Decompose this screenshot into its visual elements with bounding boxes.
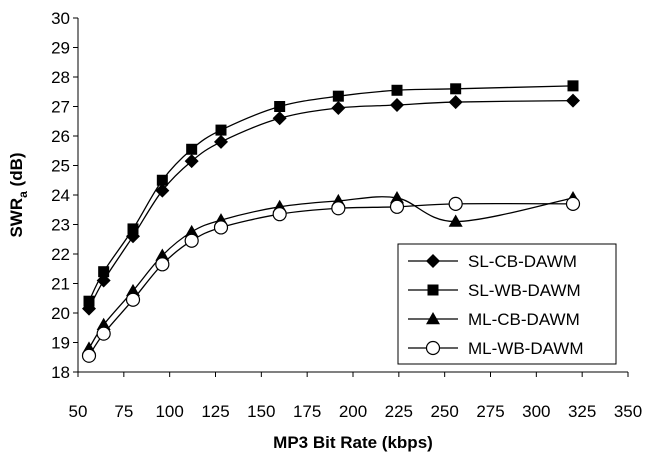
y-tick-label: 26 bbox=[51, 127, 70, 146]
data-point-ml-wb-dawm bbox=[213, 220, 229, 235]
x-tick-label: 300 bbox=[522, 402, 550, 421]
data-point-ml-wb-dawm bbox=[565, 196, 581, 211]
triangle-marker-icon bbox=[426, 312, 440, 325]
legend-item: SL-CB-DAWM bbox=[408, 252, 577, 271]
y-tick-label: 20 bbox=[51, 304, 70, 323]
legend-label: SL-CB-DAWM bbox=[468, 252, 577, 271]
data-point-ml-wb-dawm bbox=[389, 199, 405, 214]
data-point-sl-wb-dawm bbox=[98, 266, 110, 278]
data-point-ml-wb-dawm bbox=[155, 257, 170, 272]
x-tick-label: 200 bbox=[339, 402, 367, 421]
data-point-sl-wb-dawm bbox=[186, 143, 198, 155]
legend-label: ML-CB-DAWM bbox=[468, 310, 580, 329]
data-point-sl-wb-dawm bbox=[83, 295, 95, 307]
x-tick-label: 100 bbox=[155, 402, 183, 421]
legend-label: SL-WB-DAWM bbox=[468, 281, 581, 300]
x-tick-label: 275 bbox=[476, 402, 504, 421]
data-point-sl-wb-dawm bbox=[156, 174, 168, 186]
legend-item: SL-WB-DAWM bbox=[408, 281, 581, 300]
x-tick-label: 150 bbox=[247, 402, 275, 421]
x-tick-label: 125 bbox=[201, 402, 229, 421]
data-point-ml-cb-dawm bbox=[448, 214, 463, 227]
x-tick-label: 225 bbox=[385, 402, 413, 421]
y-tick-label: 30 bbox=[51, 9, 70, 28]
data-point-ml-wb-dawm bbox=[81, 348, 97, 363]
y-tick-label: 21 bbox=[51, 275, 70, 294]
y-tick-label: 29 bbox=[51, 39, 70, 58]
y-tick-label: 23 bbox=[51, 216, 70, 235]
y-tick-label: 28 bbox=[51, 68, 70, 87]
data-point-ml-cb-dawm bbox=[184, 224, 199, 238]
y-tick-label: 25 bbox=[51, 157, 70, 176]
x-axis-title: MP3 Bit Rate (kbps) bbox=[273, 433, 433, 452]
y-axis-title-subscript: a bbox=[16, 191, 30, 198]
y-tick-label: 22 bbox=[51, 245, 70, 264]
data-point-sl-cb-dawm bbox=[448, 95, 463, 110]
data-point-sl-cb-dawm bbox=[331, 100, 346, 115]
data-point-sl-wb-dawm bbox=[274, 101, 286, 112]
x-tick-label: 325 bbox=[568, 402, 596, 421]
data-point-sl-wb-dawm bbox=[391, 84, 403, 96]
data-point-sl-wb-dawm bbox=[450, 83, 462, 95]
square-marker-icon bbox=[427, 284, 439, 296]
x-tick-label: 50 bbox=[69, 402, 88, 421]
data-point-sl-cb-dawm bbox=[390, 98, 404, 113]
data-point-sl-wb-dawm bbox=[332, 90, 344, 102]
data-point-sl-cb-dawm bbox=[566, 93, 580, 108]
data-point-ml-cb-dawm bbox=[96, 317, 111, 331]
x-tick-label: 350 bbox=[614, 402, 642, 421]
y-tick-label: 19 bbox=[51, 334, 70, 353]
x-tick-label: 250 bbox=[430, 402, 458, 421]
data-point-ml-cb-dawm bbox=[126, 283, 140, 297]
y-tick-label: 24 bbox=[51, 186, 70, 205]
data-point-ml-wb-dawm bbox=[272, 207, 287, 222]
data-point-sl-cb-dawm bbox=[272, 111, 287, 126]
y-axis-title-main: SWR bbox=[7, 198, 26, 238]
data-point-sl-cb-dawm bbox=[214, 134, 228, 149]
data-point-sl-cb-dawm bbox=[184, 154, 199, 169]
data-point-ml-wb-dawm bbox=[184, 233, 199, 248]
y-axis-ticks: 18 19 20 21 22 23 24 25 26 27 28 29 30 bbox=[51, 9, 78, 382]
legend-item: ML-CB-DAWM bbox=[408, 310, 580, 329]
diamond-marker-icon bbox=[426, 254, 440, 268]
data-point-ml-wb-dawm bbox=[125, 292, 141, 307]
data-point-sl-wb-dawm bbox=[567, 80, 579, 92]
legend: SL-CB-DAWM SL-WB-DAWM ML-CB-DAWM ML-WB-DAWM bbox=[397, 243, 617, 365]
data-point-ml-wb-dawm bbox=[96, 326, 111, 341]
data-point-ml-wb-dawm bbox=[448, 196, 463, 211]
legend-label: ML-WB-DAWM bbox=[468, 339, 584, 358]
x-tick-label: 75 bbox=[114, 402, 133, 421]
y-axis-title-unit: (dB) bbox=[7, 152, 26, 191]
data-point-ml-wb-dawm bbox=[331, 201, 346, 216]
x-axis-ticks: 50 75 100 125 150 175 200 225 250 275 300 325 350 bbox=[69, 372, 642, 421]
y-axis-title: SWRa (dB) bbox=[7, 152, 30, 237]
data-point-sl-cb-dawm bbox=[155, 183, 170, 198]
data-point-sl-wb-dawm bbox=[127, 223, 139, 235]
y-tick-label: 18 bbox=[51, 363, 70, 382]
circle-marker-icon bbox=[425, 340, 441, 356]
y-tick-label: 27 bbox=[51, 98, 70, 117]
x-tick-label: 175 bbox=[293, 402, 321, 421]
series-markers bbox=[81, 80, 581, 363]
data-point-sl-wb-dawm bbox=[215, 124, 227, 136]
data-point-ml-cb-dawm bbox=[155, 248, 170, 261]
legend-item: ML-WB-DAWM bbox=[408, 339, 584, 358]
data-point-ml-cb-dawm bbox=[390, 190, 404, 204]
